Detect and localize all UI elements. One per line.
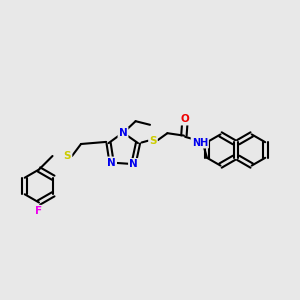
Text: O: O — [180, 114, 189, 124]
Text: N: N — [129, 159, 138, 169]
Text: N: N — [107, 158, 116, 168]
Text: S: S — [149, 136, 157, 146]
Text: NH: NH — [192, 137, 208, 148]
Text: F: F — [35, 206, 43, 216]
Text: N: N — [118, 128, 127, 138]
Text: S: S — [64, 151, 71, 161]
